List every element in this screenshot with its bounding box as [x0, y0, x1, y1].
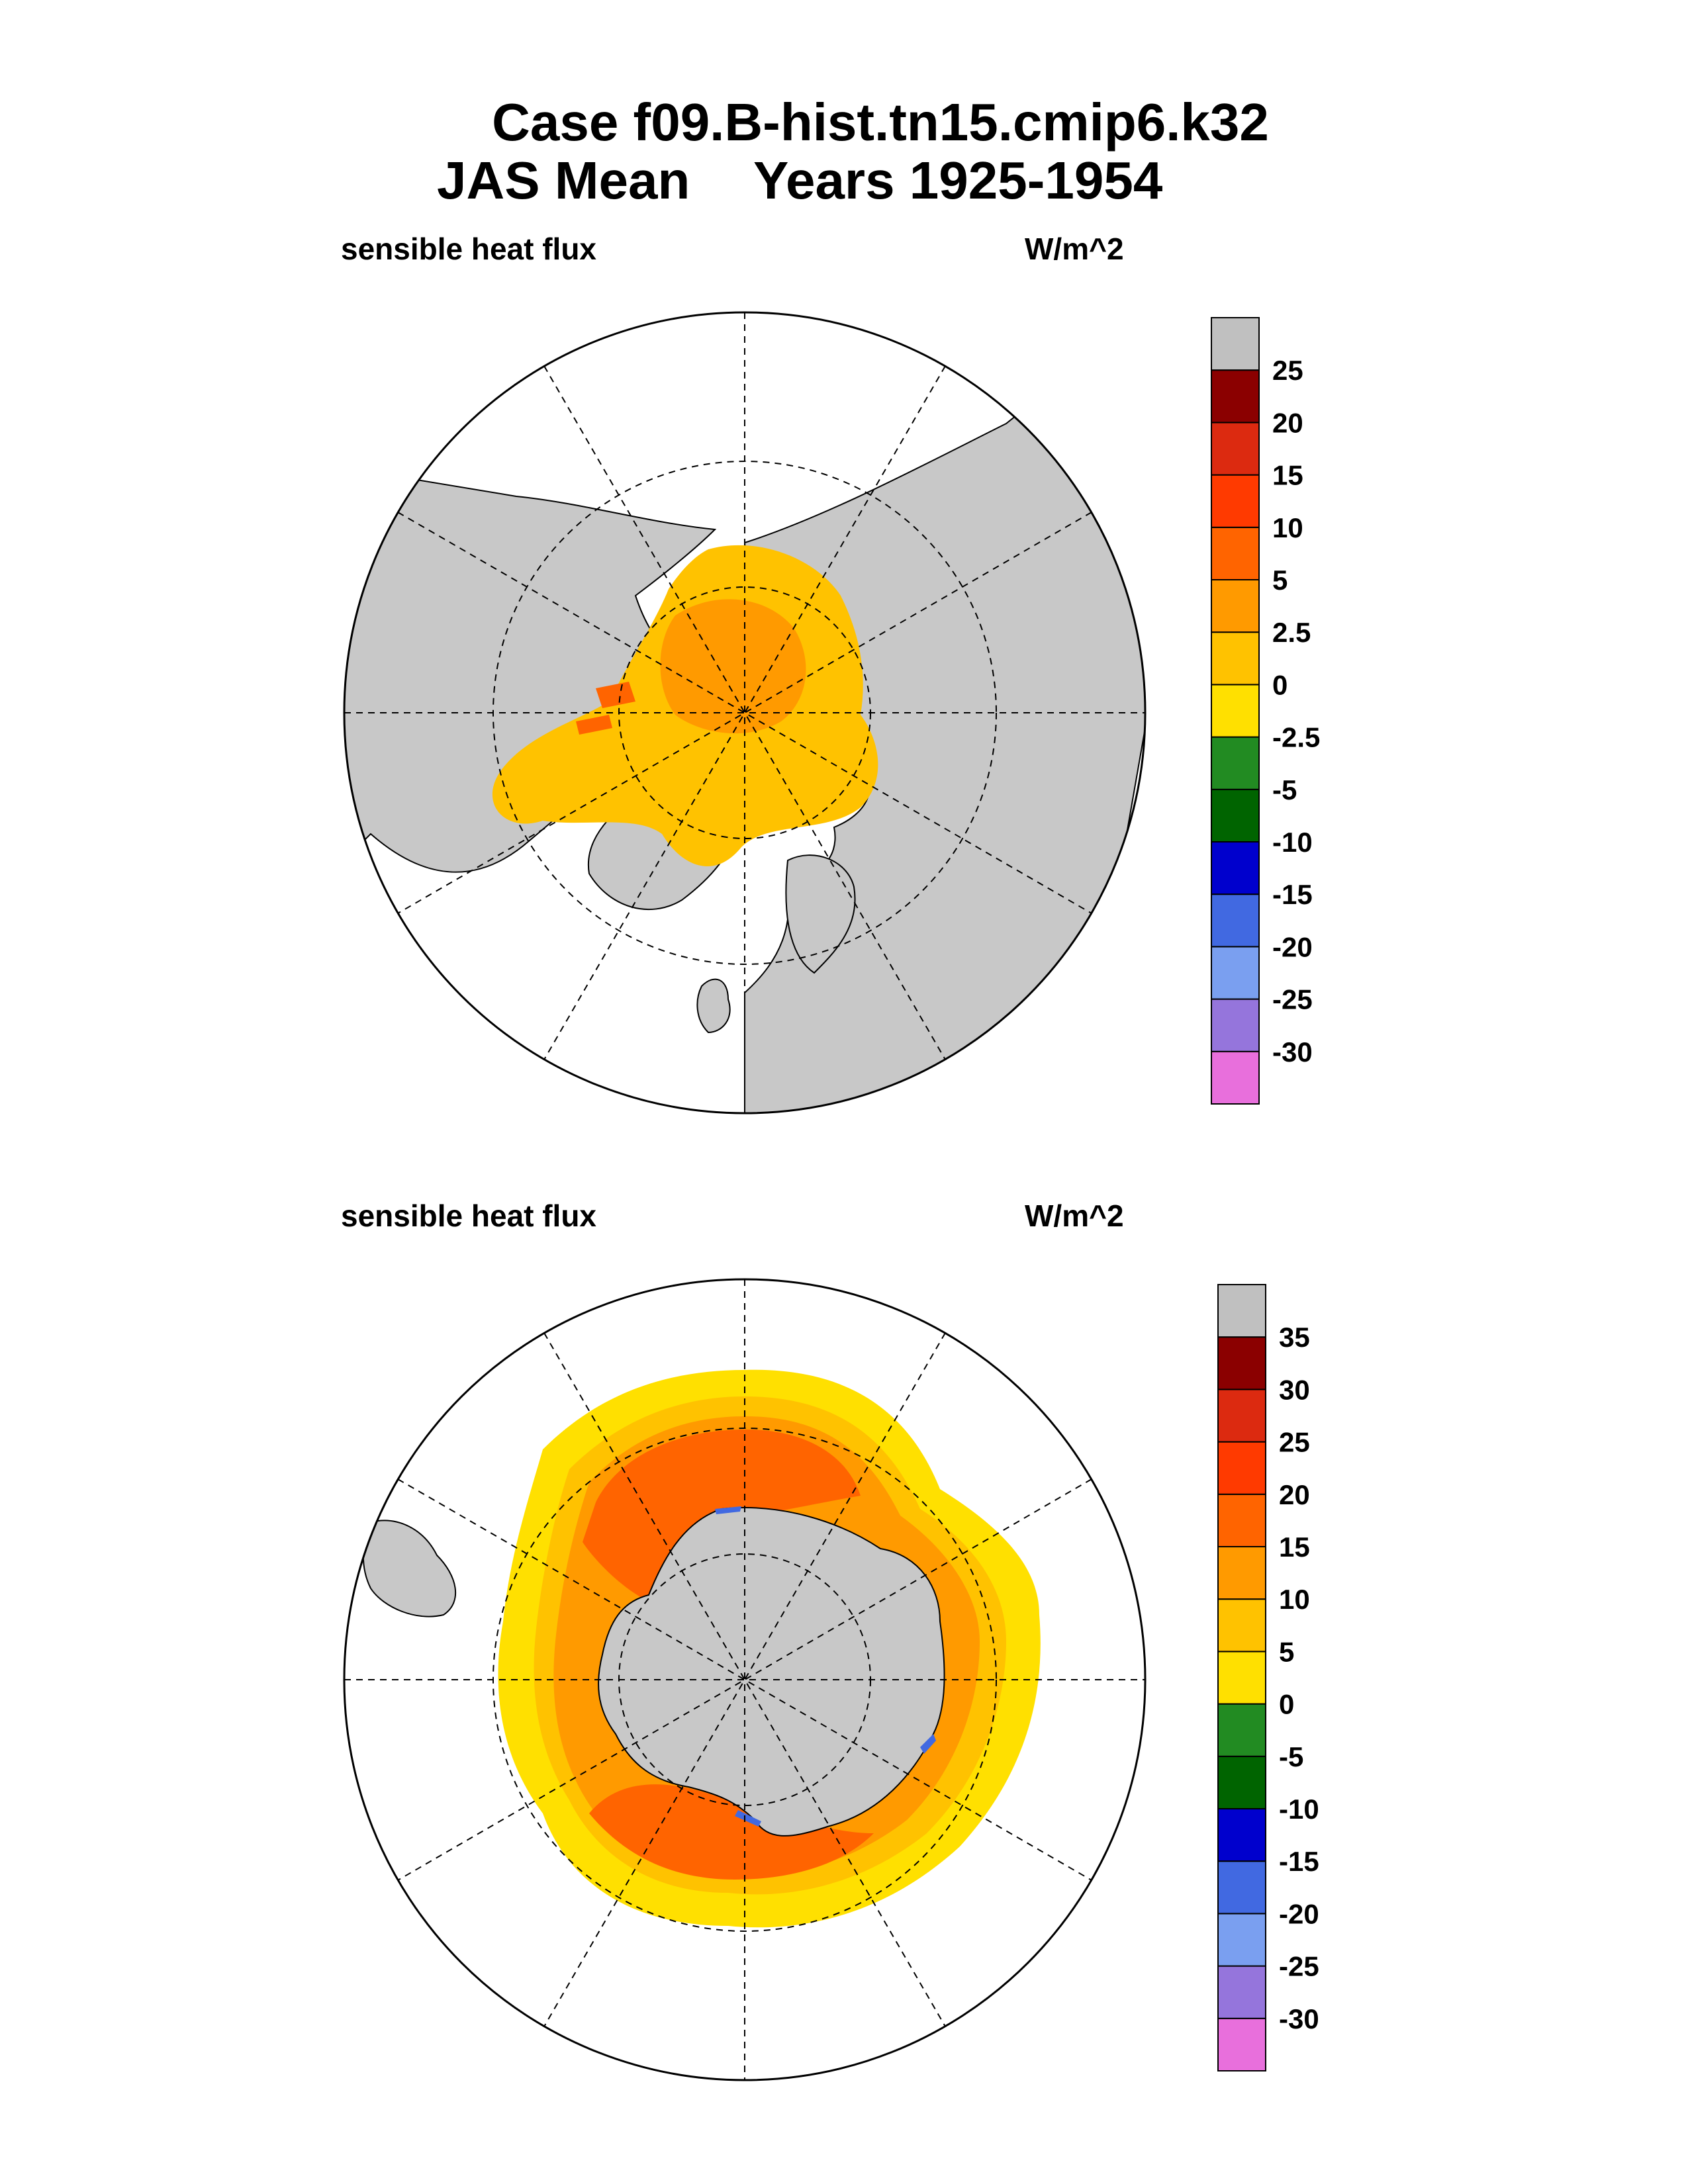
south-units-label: W/m^2 [1025, 1199, 1124, 1233]
south-land-antarctica [598, 1507, 945, 1837]
north-colorbar-box [1211, 1050, 1260, 1105]
north-colorbar-tick-label: 2.5 [1272, 617, 1311, 648]
north-colorbar-box [1211, 474, 1260, 528]
north-colorbar-tick-label: 5 [1272, 565, 1288, 596]
north-colorbar-box [1211, 422, 1260, 476]
north-colorbar-tick-label: -2.5 [1272, 722, 1320, 753]
south-colorbar-tick-label: -25 [1279, 1951, 1319, 1982]
north-land-scandinavia [785, 854, 856, 974]
south-colorbar-box [1217, 1703, 1266, 1757]
south-colorbar-tick-label: -15 [1279, 1846, 1319, 1877]
north-panel: sensible heat flux W/m^2 [341, 232, 1320, 1115]
south-colorbar-tick-label: 15 [1279, 1531, 1310, 1563]
north-colorbar-tick-label: -5 [1272, 774, 1297, 805]
south-colorbar-box [1217, 1808, 1266, 1862]
south-colorbar-box [1217, 2017, 1266, 2072]
south-colorbar-tick-label: 5 [1279, 1636, 1294, 1667]
south-field-ross [589, 1784, 874, 1880]
south-colorbar-tick-label: 0 [1279, 1689, 1294, 1720]
north-field-channels [576, 682, 635, 735]
north-colorbar-tick-label: 15 [1272, 460, 1303, 491]
years-label: Years 1925-1954 [753, 151, 1163, 210]
south-colorbar-box [1217, 1860, 1266, 1915]
north-colorbar-box [1211, 317, 1260, 371]
south-colorbar-box [1217, 1651, 1266, 1705]
north-colorbar-tick-label: -25 [1272, 984, 1313, 1015]
south-colorbar-box [1217, 1546, 1266, 1600]
south-land-south-america [362, 1520, 456, 1617]
north-graticule [344, 312, 1145, 1113]
south-colorbar-tick-label: 20 [1279, 1479, 1310, 1510]
south-colorbar-tick-label: -30 [1279, 2003, 1319, 2034]
north-variable-label: sensible heat flux [341, 232, 596, 266]
south-panel: sensible heat flux W/m^2 [341, 1199, 1319, 2081]
north-colorbar-box [1211, 788, 1260, 843]
north-colorbar-box [1211, 526, 1260, 580]
main-title: Case f09.B-hist.tn15.cmip6.k32 [492, 93, 1269, 152]
south-colorbar-tick-label: 25 [1279, 1427, 1310, 1458]
north-units-label: W/m^2 [1025, 232, 1124, 266]
north-colorbar-tick-label: -15 [1272, 879, 1313, 910]
south-polar-map [344, 1279, 1145, 2080]
north-map-border [343, 311, 1147, 1115]
south-colorbar-tick-label: -10 [1279, 1794, 1319, 1825]
north-colorbar-box [1211, 631, 1260, 686]
north-colorbar-tick-label: 10 [1272, 512, 1303, 543]
north-land-britain [696, 978, 731, 1034]
south-colorbar-box [1217, 1755, 1266, 1810]
south-variable-label: sensible heat flux [341, 1199, 596, 1233]
north-colorbar-box [1211, 736, 1260, 790]
south-colorbar-box [1217, 1493, 1266, 1548]
south-colorbar-tick-label: 30 [1279, 1374, 1310, 1405]
season-label: JAS Mean [437, 151, 690, 210]
north-colorbar-tick-label: -20 [1272, 931, 1313, 962]
north-colorbar-box [1211, 369, 1260, 424]
north-colorbar-box [1211, 684, 1260, 738]
north-polar-map [344, 312, 1145, 1113]
south-graticule [344, 1279, 1145, 2080]
south-colorbar-tick-label: -20 [1279, 1898, 1319, 1929]
north-colorbar-tick-label: 0 [1272, 669, 1288, 700]
south-colorbar-box [1217, 1965, 1266, 2019]
north-colorbar-box [1211, 579, 1260, 633]
north-colorbar: -30 -25 -20 -15 -10 -5 -2.5 0 2.5 5 10 15 20 25 [1211, 317, 1320, 1105]
south-colorbar-tick-label: 35 [1279, 1322, 1310, 1353]
north-field-inner [660, 599, 806, 734]
south-colorbar-box [1217, 1598, 1266, 1653]
south-colorbar-box [1217, 1441, 1266, 1495]
north-colorbar-box [1211, 998, 1260, 1052]
south-colorbar-tick-label: 10 [1279, 1584, 1310, 1615]
south-colorbar: -30 -25 -20 -15 -10 -5 0 5 10 15 20 25 30 35 [1217, 1284, 1319, 2072]
north-colorbar-box [1211, 946, 1260, 1000]
south-colorbar-box [1217, 1388, 1266, 1443]
north-colorbar-box [1211, 841, 1260, 895]
north-colorbar-box [1211, 893, 1260, 948]
south-colorbar-tick-label: -5 [1279, 1741, 1303, 1772]
north-colorbar-tick-label: -10 [1272, 827, 1313, 858]
north-colorbar-tick-label: 20 [1272, 407, 1303, 438]
north-colorbar-tick-label: -30 [1272, 1036, 1313, 1068]
south-colorbar-box [1217, 1284, 1266, 1338]
south-colorbar-box [1217, 1336, 1266, 1390]
north-colorbar-tick-label: 25 [1272, 355, 1303, 386]
south-colorbar-box [1217, 1913, 1266, 1967]
south-map-border [343, 1278, 1147, 2081]
